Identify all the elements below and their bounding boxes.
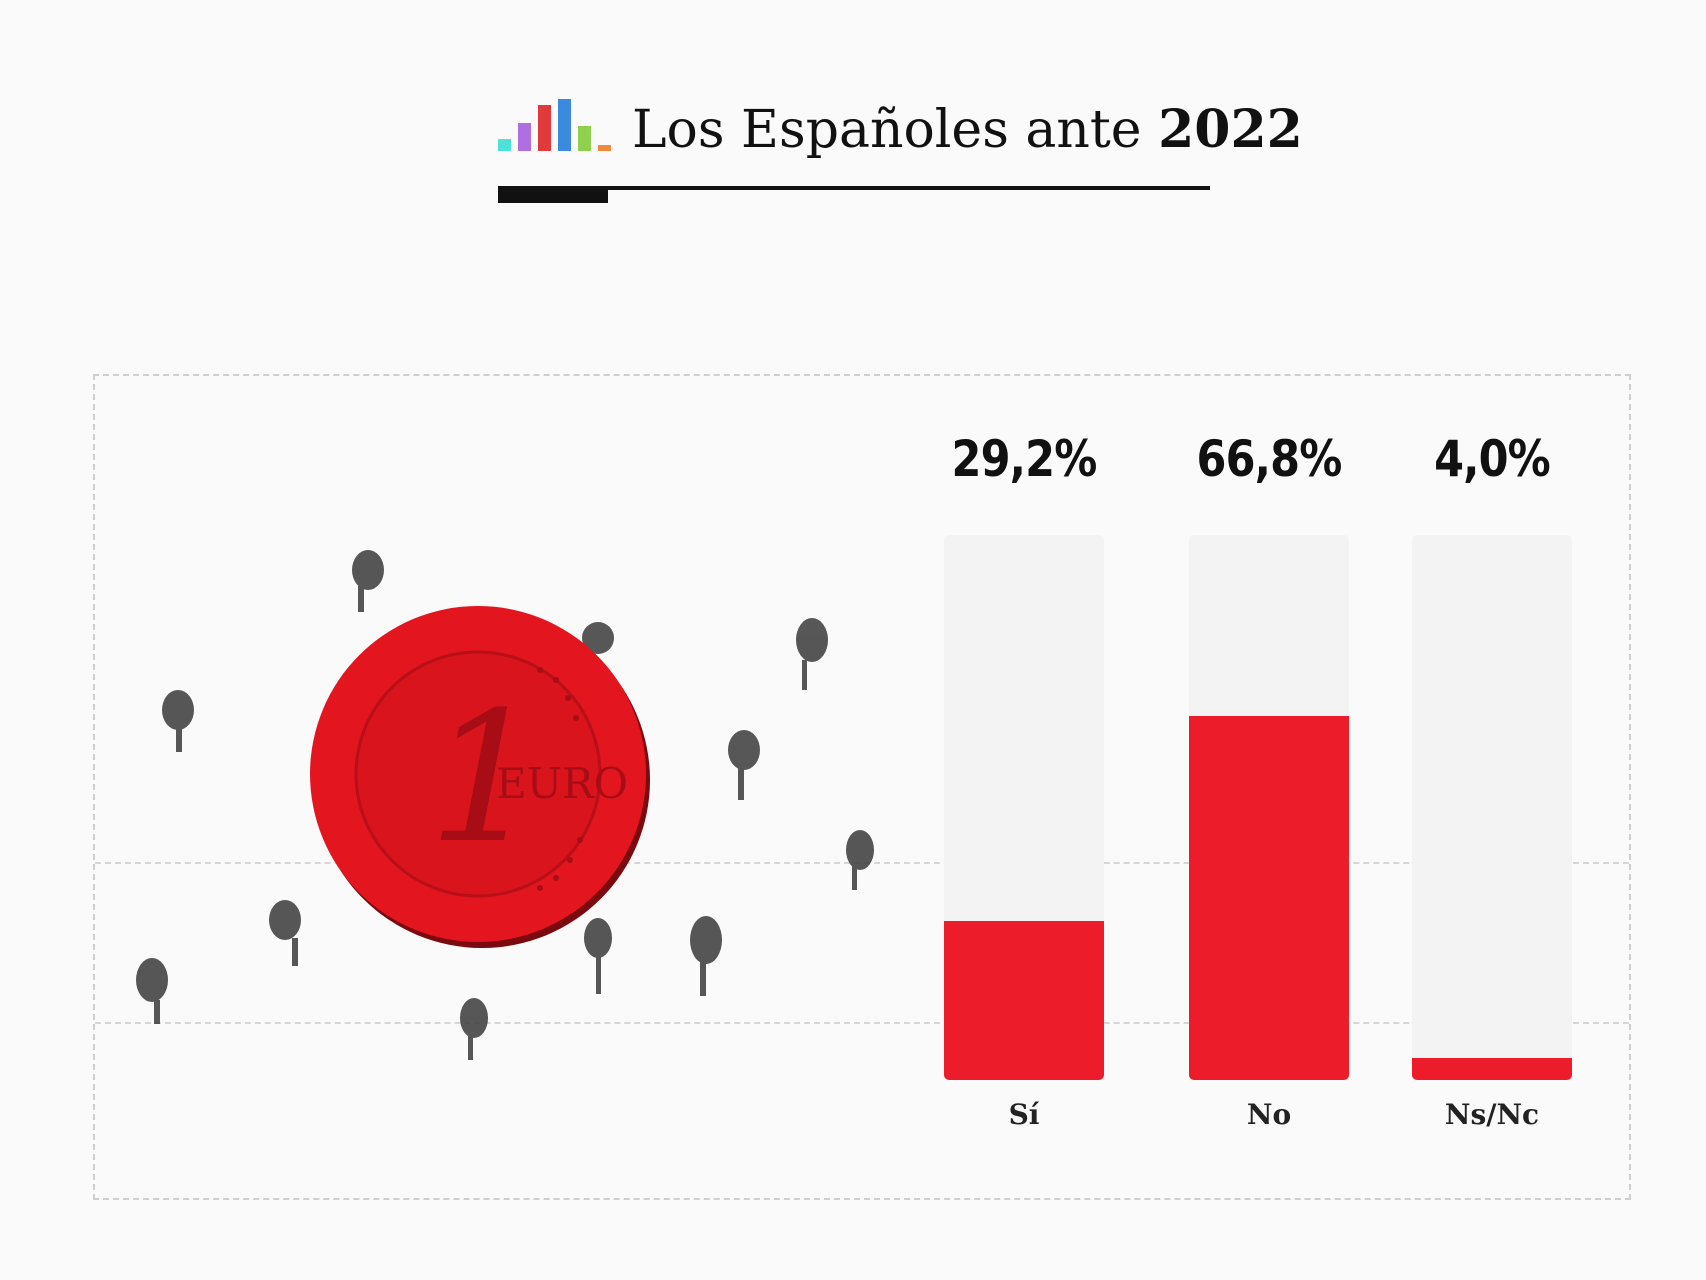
bar-value-label: 29,2% [951, 430, 1098, 488]
bar-category-label: Ns/Nc [1444, 1098, 1540, 1131]
title-prefix: Los Españoles ante [632, 100, 1159, 160]
chart-frame [93, 374, 1631, 1200]
logo-bar-4 [558, 99, 571, 151]
logo-bar-1 [498, 139, 511, 151]
title-underline-accent [498, 186, 608, 203]
person-icon [162, 690, 194, 752]
bar-ns-nc: 4,0% Ns/Nc [1412, 430, 1572, 1131]
logo-bar-2 [518, 123, 531, 151]
title-year: 2022 [1158, 99, 1303, 160]
person-icon [269, 900, 301, 966]
bar-chart-logo-icon [498, 99, 611, 151]
bar-category-label: Sí [1008, 1098, 1040, 1131]
page-title: Los Españoles ante 2022 [632, 95, 1303, 165]
coin-inner-edge [354, 650, 602, 898]
walking-people [136, 550, 874, 1060]
header: Los Españoles ante 2022 [498, 95, 1303, 205]
bar-track [944, 535, 1104, 1080]
person-icon [728, 730, 760, 800]
bar-no: 66,8% No [1189, 430, 1349, 1131]
euro-coin-illustration: 1 EURO [136, 550, 874, 1060]
bar-fill [1189, 715, 1349, 1080]
person-icon [582, 622, 614, 654]
bar-value-label: 66,8% [1196, 430, 1343, 488]
coin-face [356, 652, 600, 896]
person-icon [796, 618, 828, 690]
bar-fill [1412, 1058, 1572, 1080]
person-icon [846, 830, 874, 890]
gridline [95, 1022, 1629, 1024]
bar-track [1189, 535, 1349, 1080]
person-icon [690, 916, 722, 996]
title-underline [498, 186, 1210, 190]
bar-si: 29,2% Sí [944, 430, 1104, 1131]
person-icon [584, 918, 612, 994]
person-icon [460, 998, 488, 1060]
logo-bar-6 [598, 145, 611, 151]
bar-value-label: 4,0% [1434, 430, 1551, 488]
coin-stars [537, 667, 583, 891]
bar-category-label: No [1246, 1098, 1292, 1131]
bar-track [1412, 535, 1572, 1080]
bar-fill [944, 920, 1104, 1080]
person-icon [136, 958, 168, 1024]
logo-bar-5 [578, 126, 591, 151]
person-icon [352, 550, 384, 612]
coin-text: EURO [496, 759, 628, 808]
logo-bar-3 [538, 105, 551, 151]
coin-digit: 1 [428, 674, 543, 883]
